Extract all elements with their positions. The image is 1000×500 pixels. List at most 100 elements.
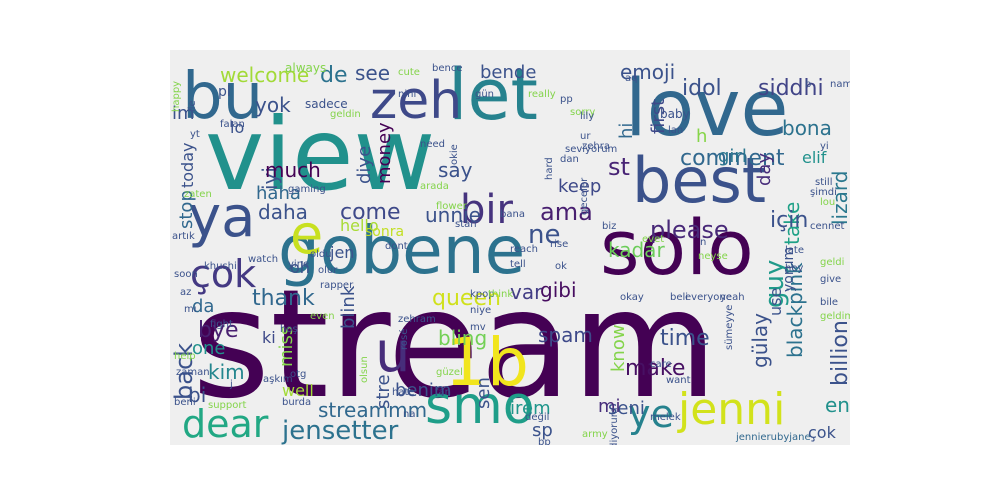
cloud-word: otg xyxy=(290,369,307,380)
cloud-word: cute xyxy=(398,67,420,78)
cloud-word: aşkım xyxy=(263,374,293,385)
cloud-word: beli xyxy=(670,292,689,303)
cloud-word: ye xyxy=(628,392,674,436)
cloud-word: st xyxy=(608,153,630,181)
cloud-word: one xyxy=(192,338,226,359)
cloud-word: bana xyxy=(500,209,525,220)
cloud-word: emoji xyxy=(620,60,676,84)
cloud-word: ok xyxy=(555,261,567,272)
cloud-word: say xyxy=(438,158,473,182)
cloud-word: want xyxy=(666,375,691,386)
cloud-word: sümeyye xyxy=(724,304,735,350)
cloud-word: hello xyxy=(340,216,379,235)
cloud-word: sadece xyxy=(305,97,348,111)
cloud-word: oh xyxy=(290,258,310,277)
cloud-word: gidiyorum xyxy=(609,407,620,445)
cloud-word: tell xyxy=(510,259,526,270)
cloud-word: sorry xyxy=(570,107,596,118)
cloud-word: flower xyxy=(436,201,467,212)
cloud-word: rosé xyxy=(399,328,410,350)
cloud-word: hate xyxy=(392,387,415,398)
cloud-word: geldi xyxy=(820,257,845,268)
word-cloud: stream view love gobene best solo bu let zeh ya sm… xyxy=(170,50,850,445)
cloud-word: u xyxy=(375,320,411,385)
cloud-word: pl xyxy=(218,84,231,100)
cloud-word: gün xyxy=(475,89,495,100)
cloud-word: name xyxy=(830,79,850,90)
cloud-word: nini xyxy=(398,89,417,100)
cloud-word: sen xyxy=(473,377,494,409)
cloud-word: yeah xyxy=(720,292,745,303)
cloud-word: much xyxy=(265,158,321,182)
cloud-word: mı xyxy=(184,304,197,315)
cloud-word: na xyxy=(403,409,416,420)
cloud-word: da xyxy=(192,296,215,317)
cloud-word: daha xyxy=(258,200,308,224)
cloud-word: sp xyxy=(532,420,553,441)
cloud-word: know xyxy=(608,324,629,372)
cloud-word: please xyxy=(650,216,729,244)
cloud-word: ki xyxy=(262,328,276,347)
cloud-word: yi xyxy=(820,141,829,152)
cloud-word: love xyxy=(625,64,789,154)
cloud-word: rise xyxy=(550,239,569,250)
cloud-word: army xyxy=(582,429,608,440)
cloud-word: haha xyxy=(256,183,301,204)
cloud-word: mv xyxy=(470,322,486,333)
cloud-word: im xyxy=(172,103,195,124)
cloud-word: kpop xyxy=(470,289,495,300)
cloud-word: de xyxy=(320,63,348,88)
cloud-word: jenni xyxy=(678,384,786,435)
cloud-word: jen xyxy=(330,243,355,262)
cloud-word: mi xyxy=(598,396,621,417)
cloud-word: idol xyxy=(682,76,722,101)
cloud-word: reach xyxy=(510,244,539,255)
cloud-word: help xyxy=(174,351,196,362)
cloud-word: let xyxy=(448,54,538,136)
cloud-word: need xyxy=(420,139,445,150)
cloud-word: keep xyxy=(558,176,602,197)
cloud-word: support xyxy=(208,400,247,411)
cloud-word: even xyxy=(310,311,335,322)
cloud-word: solo xyxy=(600,203,754,292)
cloud-word: happy xyxy=(171,80,182,112)
cloud-word: oldu xyxy=(310,249,332,260)
cloud-word: irem xyxy=(510,398,551,419)
cloud-word: well xyxy=(282,381,314,400)
cloud-word: şimdi xyxy=(810,187,837,198)
cloud-word: always xyxy=(285,61,327,75)
cloud-word: still xyxy=(815,177,833,188)
cloud-word: see xyxy=(355,61,391,85)
cloud-word: yt xyxy=(190,129,200,140)
cloud-word: gibi xyxy=(540,278,577,302)
cloud-word: lou xyxy=(820,197,836,208)
cloud-word: girl xyxy=(718,146,747,167)
cloud-word: en xyxy=(825,393,850,417)
cloud-word: e xyxy=(290,203,324,266)
cloud-word: fan xyxy=(435,387,451,398)
cloud-word: artık xyxy=(172,231,195,242)
cloud-word: biz xyxy=(602,221,617,232)
cloud-word: için xyxy=(770,208,809,233)
cloud-word: blink xyxy=(338,285,359,329)
cloud-word: really xyxy=(528,89,556,100)
cloud-word: soon xyxy=(174,269,198,280)
cloud-word: stream xyxy=(192,258,718,432)
cloud-word: stre xyxy=(373,374,394,409)
cloud-word: think xyxy=(488,289,514,300)
cloud-word: kadar xyxy=(608,238,665,262)
cloud-word: ne xyxy=(528,220,561,250)
cloud-word: bile xyxy=(820,297,839,308)
cloud-word: stan xyxy=(455,219,477,230)
cloud-word: bp xyxy=(538,437,551,446)
cloud-word: niye xyxy=(470,305,492,316)
cloud-word: pp xyxy=(560,94,573,105)
cloud-word: rapper xyxy=(320,280,354,291)
cloud-word: melek xyxy=(650,412,681,423)
cloud-word: bence xyxy=(432,63,463,74)
cloud-word: 1b xyxy=(445,324,529,401)
cloud-word: çok xyxy=(190,252,257,296)
cloud-word: dan xyxy=(560,154,579,165)
cloud-word: give xyxy=(820,274,842,285)
cloud-word: care xyxy=(650,359,672,370)
